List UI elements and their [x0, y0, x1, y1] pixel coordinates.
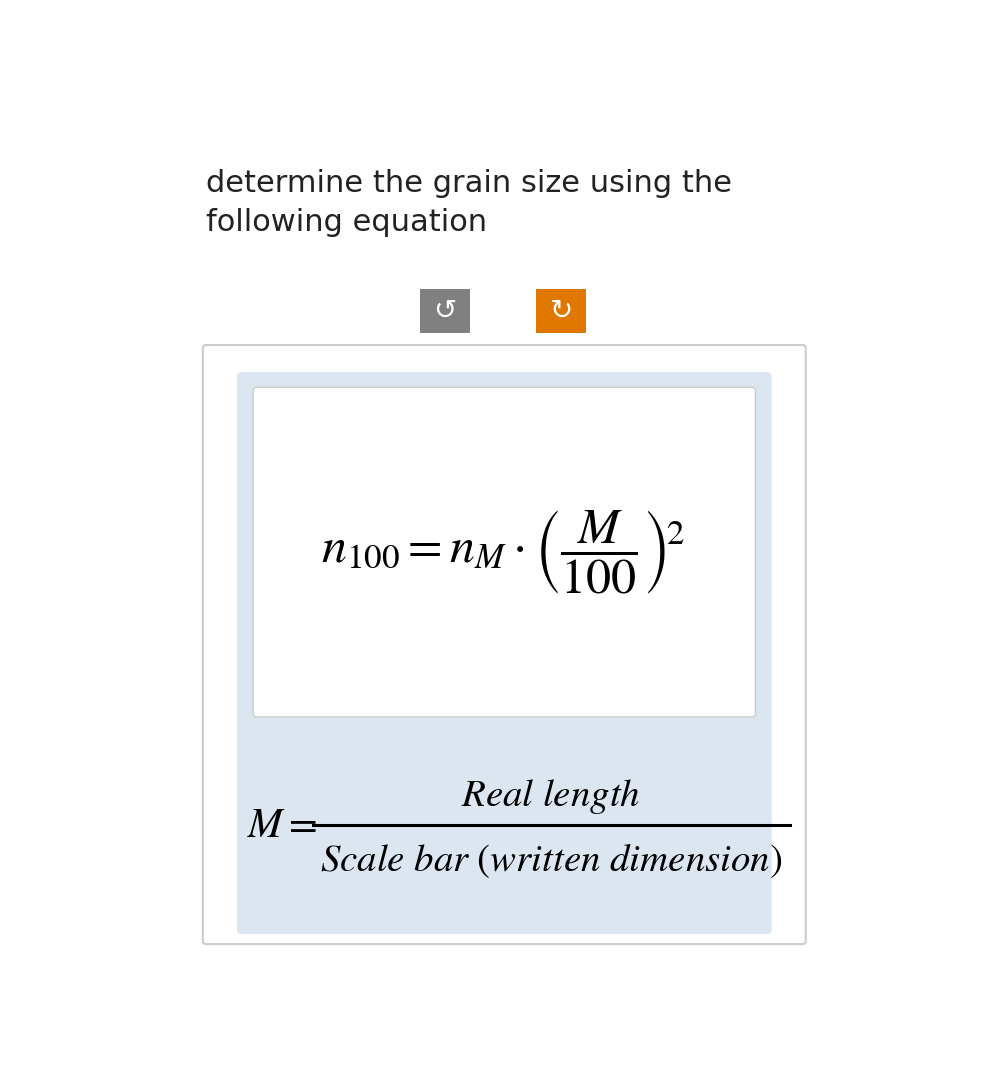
Text: $n_{100} = n_M \cdot \left(\dfrac{M}{100}\right)^{\!2}$: $n_{100} = n_M \cdot \left(\dfrac{M}{100… [321, 508, 685, 596]
Text: $\mathit{Scale\ bar\ (written\ dimension)}$: $\mathit{Scale\ bar\ (written\ dimension… [320, 840, 782, 879]
Text: determine the grain size using the
following equation: determine the grain size using the follo… [206, 168, 732, 237]
Text: ↺: ↺ [433, 297, 457, 325]
FancyBboxPatch shape [253, 387, 756, 717]
Bar [536, 288, 586, 333]
Text: $\mathit{Real\ length}$: $\mathit{Real\ length}$ [461, 777, 641, 817]
FancyBboxPatch shape [203, 345, 806, 944]
Text: $M =$: $M =$ [247, 804, 317, 847]
Text: ↻: ↻ [550, 297, 573, 325]
Bar [420, 288, 470, 333]
FancyBboxPatch shape [237, 372, 771, 934]
